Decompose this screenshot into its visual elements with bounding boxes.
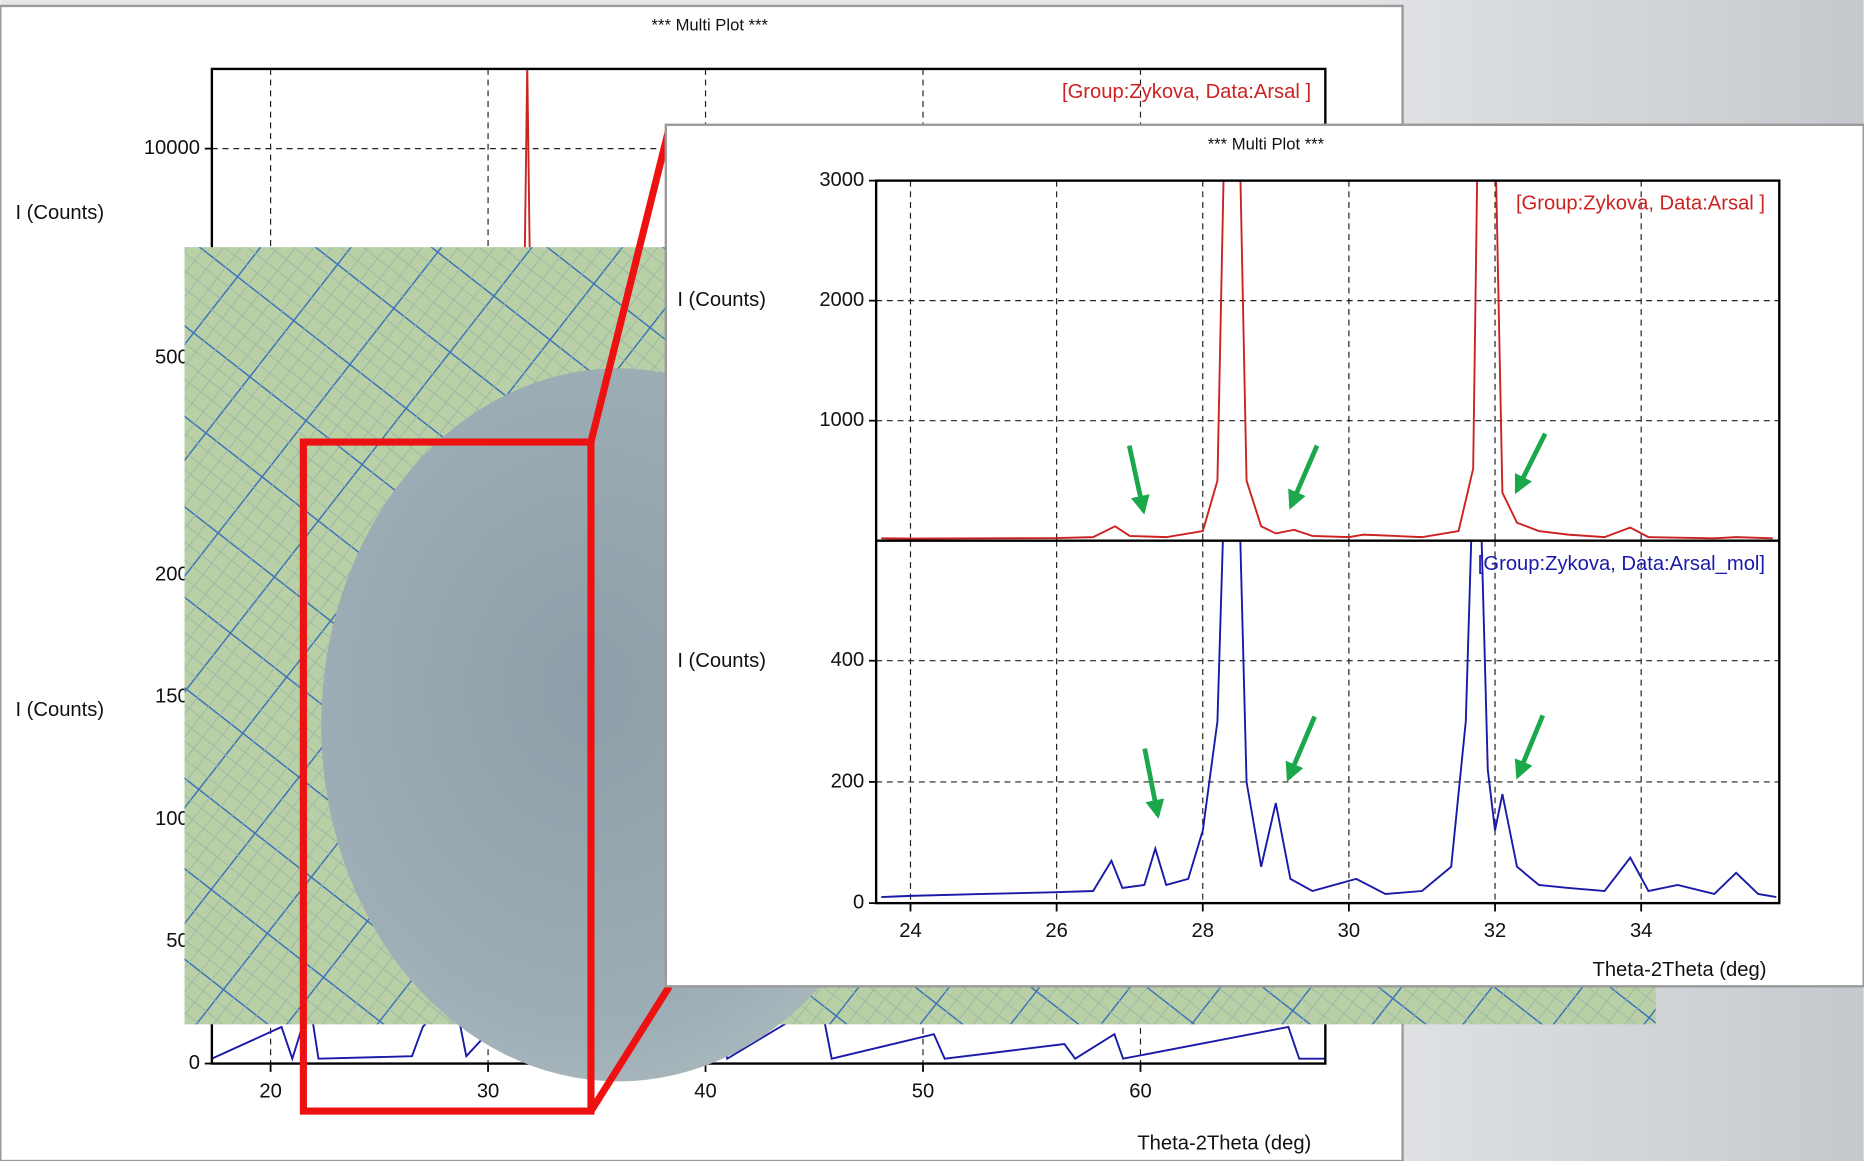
- x-tick-label: 40: [694, 1080, 716, 1102]
- y-axis-label: I (Counts): [15, 699, 104, 721]
- window: [664, 123, 1864, 988]
- x-tick-label: 20: [259, 1080, 281, 1102]
- arrow: [1514, 714, 1546, 780]
- spectrum-line: [881, 540, 1777, 899]
- x-tick-label: 60: [1129, 1080, 1151, 1102]
- y-tick-label: 200: [831, 770, 865, 792]
- y-axis-label: I (Counts): [677, 289, 766, 311]
- zoom-line: [587, 126, 673, 443]
- arrow: [1126, 445, 1150, 515]
- arrow: [1514, 432, 1548, 495]
- y-tick-label: 1000: [819, 409, 864, 431]
- y-tick-label: 0: [189, 1052, 200, 1074]
- arrow: [1142, 748, 1165, 819]
- y-tick-label: 3000: [819, 169, 864, 191]
- x-tick-label: 26: [1045, 920, 1067, 942]
- x-tick-label: 30: [477, 1080, 499, 1102]
- x-tick-label: 34: [1630, 920, 1652, 942]
- y-tick-label: 0: [853, 891, 864, 913]
- y-axis-label: I (Counts): [677, 650, 766, 672]
- chart-title: *** Multi Plot ***: [652, 16, 769, 35]
- zoom-line: [587, 984, 673, 1113]
- x-tick-label: 30: [1338, 920, 1360, 942]
- chart-title: *** Multi Plot ***: [1208, 134, 1325, 153]
- arrow: [1288, 444, 1320, 510]
- x-tick-label: 50: [912, 1080, 934, 1102]
- x-tick-label: 32: [1484, 920, 1506, 942]
- x-axis-label: Theta-2Theta (deg): [1592, 959, 1766, 981]
- y-tick-label: 400: [831, 649, 865, 671]
- zoom-box: [299, 438, 595, 1115]
- legend-entry: [Group:Zykova, Data:Arsal_mol]: [1478, 553, 1765, 575]
- x-tick-label: 28: [1192, 920, 1214, 942]
- y-tick-label: 10000: [144, 137, 200, 159]
- arrow: [1285, 715, 1317, 782]
- legend-entry: [Group:Zykova, Data:Arsal ]: [1516, 193, 1765, 215]
- arrows: [1126, 432, 1548, 819]
- legend-entry: [Group:Zykova, Data:Arsal ]: [1062, 81, 1311, 103]
- y-tick-label: 2000: [819, 289, 864, 311]
- x-axis-label: Theta-2Theta (deg): [1137, 1133, 1311, 1155]
- spectrum-line: [881, 180, 1773, 540]
- x-tick-label: 24: [899, 920, 921, 942]
- y-axis-label: I (Counts): [15, 202, 104, 224]
